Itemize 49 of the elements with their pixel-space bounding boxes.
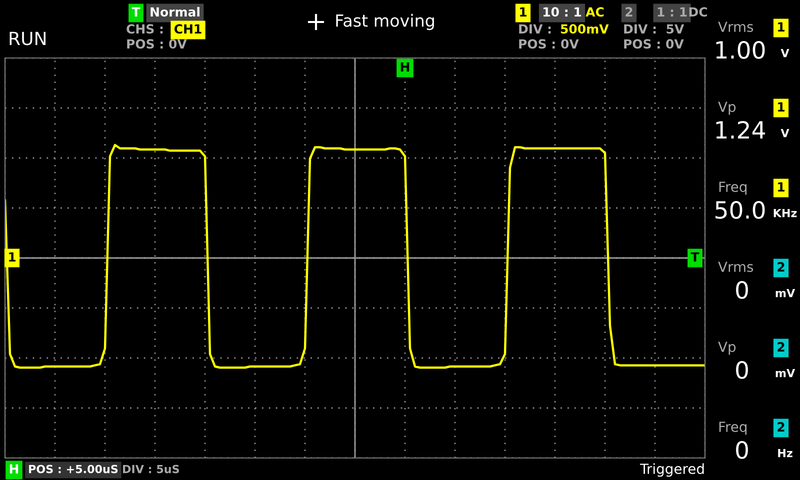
text: AC	[586, 7, 604, 17]
text: Triggered	[640, 463, 704, 477]
text: Normal	[150, 6, 200, 17]
text: 1	[778, 102, 784, 112]
text: Vp	[718, 102, 736, 115]
text: 1	[520, 7, 526, 16]
text: 10 : 1	[544, 7, 582, 17]
annotation: 1	[9, 252, 16, 262]
text: DIV : 5V	[624, 24, 684, 34]
text: 2	[778, 262, 784, 272]
text: DC	[689, 7, 707, 17]
text: 1.00	[716, 40, 765, 59]
text: CHS :	[126, 24, 163, 34]
text: Hz	[778, 448, 792, 458]
text: 0	[736, 360, 748, 379]
text: DIV :	[519, 24, 551, 34]
text: Freq	[719, 182, 746, 195]
text: V	[780, 48, 790, 58]
text: 50.0	[716, 200, 765, 219]
text: POS : 0V	[624, 39, 684, 49]
text: 1.24	[716, 120, 765, 139]
text: Vp	[718, 342, 736, 355]
text: H	[400, 62, 410, 72]
text: 500mV	[560, 24, 609, 34]
text: 2	[778, 342, 784, 352]
text: 1	[778, 182, 784, 192]
text: V	[780, 128, 790, 138]
text: 0	[736, 280, 748, 299]
text: Freq	[719, 422, 746, 435]
text: DIV : 5uS	[123, 464, 179, 474]
text: 2	[778, 422, 784, 432]
annotation: T	[690, 252, 700, 262]
text: 1	[778, 22, 784, 32]
text: POS : 0V	[127, 39, 187, 49]
text: CH1	[174, 24, 202, 34]
text: RUN	[10, 32, 46, 46]
text: POS : +5.00uS	[29, 464, 118, 474]
text: Vrms	[718, 262, 754, 272]
text: KHz	[774, 208, 797, 218]
text: 2	[626, 7, 632, 16]
text: POS : 0V	[519, 39, 579, 49]
text: mV	[776, 288, 796, 298]
text: 1 : 1	[658, 7, 687, 16]
text: 0	[736, 440, 748, 459]
text: mV	[776, 368, 796, 378]
text: Vrms	[718, 22, 754, 32]
text: H	[10, 464, 18, 474]
text: T	[132, 7, 140, 16]
text: Fast moving	[336, 14, 434, 30]
